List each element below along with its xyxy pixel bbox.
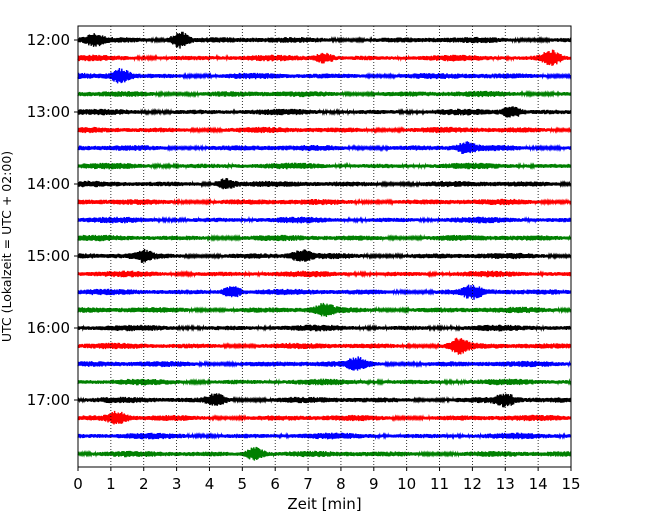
trace-1: [77, 49, 572, 66]
trace-18: [77, 356, 572, 371]
x-tick-label: 7: [303, 475, 313, 493]
y-axis: 12:00 13:00 14:00 15:00 16:00 17:00: [27, 31, 78, 409]
x-tick-label: 12: [463, 475, 482, 493]
trace-2: [77, 67, 572, 84]
x-tick-label: 13: [496, 475, 515, 493]
trace-17: [77, 337, 572, 355]
y-tick-label: 16:00: [27, 319, 70, 337]
trace-5: [77, 126, 572, 135]
x-tick-label: 0: [73, 475, 83, 493]
trace-19: [77, 377, 572, 387]
x-tick-label: 15: [561, 475, 580, 493]
trace-13: [77, 269, 572, 279]
trace-16: [77, 323, 572, 333]
y-axis-label: UTC (Lokalzeit = UTC + 02:00): [0, 151, 14, 342]
trace-9: [77, 197, 572, 207]
trace-11: [77, 233, 572, 242]
y-tick-label: 14:00: [27, 175, 70, 193]
x-axis-label: Zeit [min]: [287, 495, 361, 513]
trace-23: [77, 446, 572, 461]
trace-8: [77, 177, 572, 190]
plot-frame: [77, 25, 572, 468]
trace-14: [77, 284, 572, 300]
trace-22: [77, 431, 572, 440]
x-tick-label: 10: [397, 475, 416, 493]
y-tick-label: 13:00: [27, 103, 70, 121]
trace-21: [77, 410, 572, 425]
x-tick-label: 1: [106, 475, 116, 493]
trace-6: [77, 141, 572, 154]
trace-12: [77, 248, 572, 263]
y-tick-label: 15:00: [27, 247, 70, 265]
trace-15: [77, 302, 572, 318]
trace-3: [77, 89, 572, 99]
trace-7: [77, 161, 572, 171]
x-tick-label: 4: [205, 475, 215, 493]
x-tick-label: 6: [270, 475, 280, 493]
x-tick-label: 14: [529, 475, 548, 493]
y-tick-label: 17:00: [27, 391, 70, 409]
x-axis: 0 1 2 3 4 5 6 7 8 9 10 11 12 13 14 15: [73, 467, 581, 493]
y-tick-label: 12:00: [27, 31, 70, 49]
trace-10: [77, 215, 572, 225]
trace-4: [77, 106, 572, 118]
x-tick-label: 11: [430, 475, 449, 493]
trace-20: [77, 393, 572, 408]
x-tick-label: 8: [336, 475, 346, 493]
x-tick-label: 5: [238, 475, 248, 493]
x-tick-label: 2: [139, 475, 149, 493]
x-tick-label: 3: [172, 475, 182, 493]
trace-0: [77, 31, 572, 49]
x-tick-label: 9: [369, 475, 379, 493]
seismic-traces: [77, 31, 572, 461]
